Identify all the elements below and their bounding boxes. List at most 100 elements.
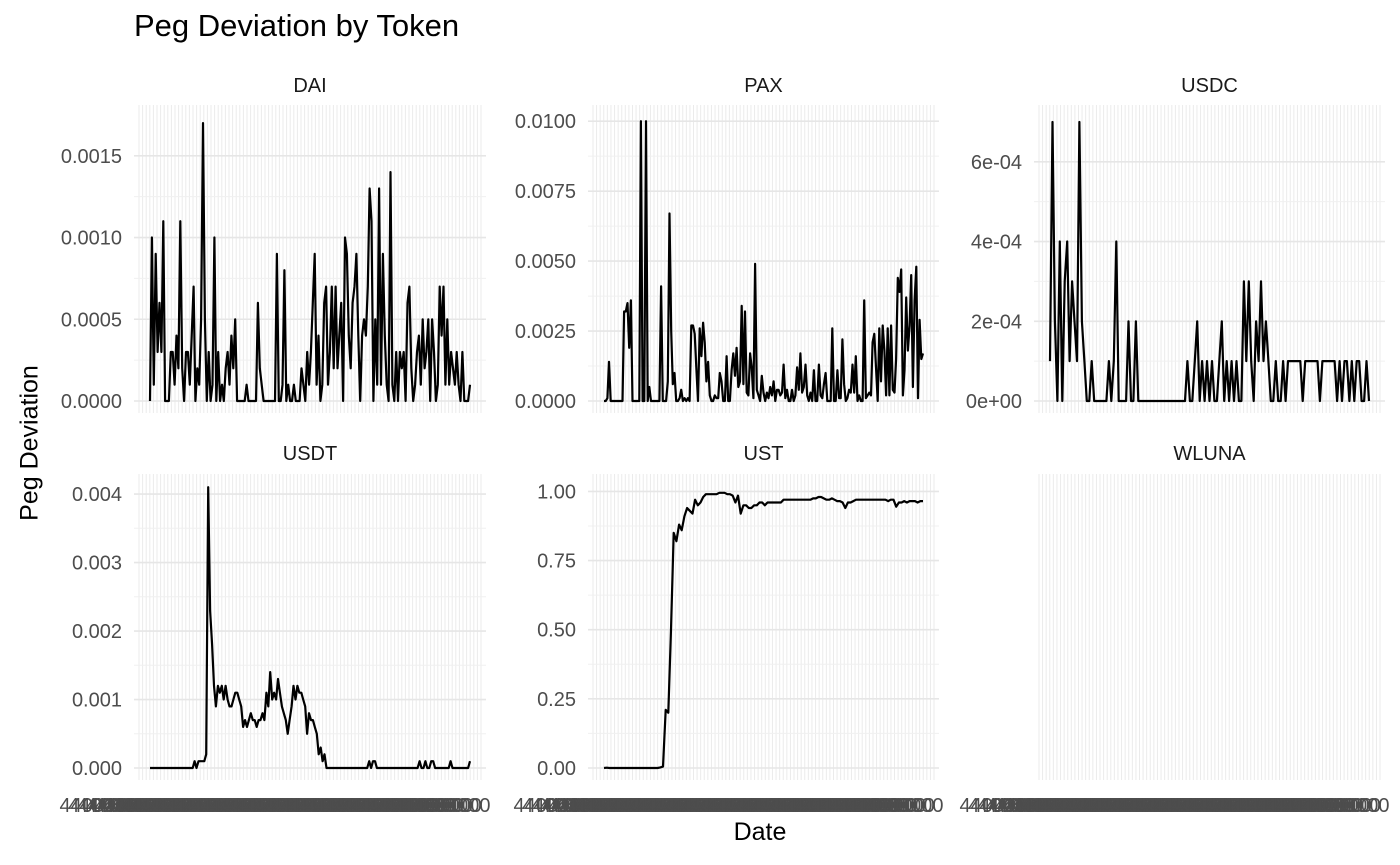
x-tick-label: 44000000 [1082, 795, 1171, 817]
series-line [603, 491, 923, 770]
x-tick-label: 44000000 [1073, 795, 1162, 817]
x-tick-label: 44000000 [575, 795, 664, 817]
facet-strip-label: WLUNA [1173, 443, 1246, 465]
x-gridlines [138, 474, 482, 780]
panel-background [1034, 105, 1385, 413]
x-tick-labels: 4400000044000000440000004400000044000000… [514, 795, 944, 817]
x-tick-label: 44000000 [1248, 795, 1337, 817]
x-tick-label: 44000000 [811, 795, 900, 817]
x-tick-label: 44000000 [548, 795, 637, 817]
x-tick-label: 44000000 [130, 795, 219, 817]
y-tick-label: 0.000 [72, 758, 122, 780]
x-tick-label: 44000000 [1108, 795, 1197, 817]
x-tick-label: 44000000 [1196, 795, 1285, 817]
x-tick-label: 44000000 [1003, 795, 1092, 817]
y-tick-label: 0e+00 [966, 391, 1022, 413]
x-tick-label: 44000000 [671, 795, 760, 817]
x-tick-label: 44000000 [583, 795, 672, 817]
x-tick-label: 44000000 [340, 795, 429, 817]
x-tick-label: 44000000 [802, 795, 891, 817]
x-tick-label: 44000000 [1213, 795, 1302, 817]
x-tick-label: 44000000 [837, 795, 926, 817]
y-tick-label: 0.0075 [515, 181, 576, 203]
x-tick-label: 44000000 [288, 795, 377, 817]
facet-strip-label: USDC [1181, 75, 1238, 97]
y-tick-label: 0.0025 [515, 321, 576, 343]
facet-usdc: 0e+00 2e-04 4e-04 6e-04 USDC [966, 75, 1385, 413]
x-tick-label: 44000000 [270, 795, 359, 817]
x-tick-label: 44000000 [846, 795, 935, 817]
x-tick-label: 44000000 [1231, 795, 1320, 817]
facet-dai: 0.0000 0.0005 0.0010 0.0015 DAI [61, 75, 486, 413]
y-tick-label: 0.75 [537, 551, 576, 573]
x-tick-label: 44000000 [1021, 795, 1110, 817]
panel-background [1034, 474, 1385, 780]
x-tick-label: 44000000 [688, 795, 777, 817]
x-tick-labels: 4400000044000000440000004400000044000000… [60, 795, 491, 817]
x-tick-label: 44000000 [1222, 795, 1311, 817]
x-tick-label: 44000000 [1257, 795, 1346, 817]
x-tick-label: 44000000 [540, 795, 629, 817]
x-tick-label: 44000000 [174, 795, 263, 817]
panel-background [588, 474, 939, 780]
facet-strip-label: PAX [744, 75, 783, 97]
x-tick-label: 44000000 [103, 795, 192, 817]
x-tick-label: 44000000 [855, 795, 944, 817]
facet-strip-label: UST [744, 443, 784, 465]
y-tick-label: 0.0010 [61, 228, 122, 250]
x-tick-label: 44000000 [191, 795, 280, 817]
x-tick-label: 44000000 [732, 795, 821, 817]
x-tick-label: 44000000 [1134, 795, 1223, 817]
y-tick-label: 0.0015 [61, 146, 122, 168]
y-tick-label: 0.002 [72, 621, 122, 643]
x-tick-label: 44000000 [767, 795, 856, 817]
x-tick-label: 44000000 [217, 795, 306, 817]
x-tick-label: 44000000 [314, 795, 403, 817]
x-gridlines [1038, 474, 1381, 780]
x-tick-label: 44000000 [358, 795, 447, 817]
x-tick-label: 44000000 [1047, 795, 1136, 817]
x-tick-label: 44000000 [1126, 795, 1215, 817]
x-tick-label: 44000000 [1239, 795, 1328, 817]
x-tick-label: 44000000 [402, 795, 491, 817]
x-tick-label: 44000000 [968, 795, 1057, 817]
x-tick-label: 44000000 [1117, 795, 1206, 817]
y-tick-label: 0.0050 [515, 251, 576, 273]
plot-title: Peg Deviation by Token [134, 8, 460, 43]
x-tick-label: 44000000 [531, 795, 620, 817]
x-tick-label: 44000000 [522, 795, 611, 817]
x-tick-label: 44000000 [209, 795, 298, 817]
facet-strip-label: USDT [283, 443, 337, 465]
x-tick-label: 44000000 [384, 795, 473, 817]
x-tick-label: 44000000 [566, 795, 655, 817]
x-tick-label: 44000000 [601, 795, 690, 817]
x-tick-label: 44000000 [323, 795, 412, 817]
x-tick-label: 44000000 [1169, 795, 1258, 817]
x-tick-label: 44000000 [557, 795, 646, 817]
x-tick-label: 44000000 [1266, 795, 1355, 817]
y-tick-label: 0.0005 [61, 309, 122, 331]
y-tick-label: 0.0000 [515, 391, 576, 413]
x-tick-label: 44000000 [296, 795, 385, 817]
x-tick-label: 44000000 [793, 795, 882, 817]
x-tick-label: 44000000 [680, 795, 769, 817]
facet-wluna: WLUNA44000000440000004400000044000000440… [960, 443, 1390, 817]
y-tick-label: 4e-04 [971, 232, 1022, 254]
x-tick-label: 44000000 [828, 795, 917, 817]
x-tick-label: 44000000 [697, 795, 786, 817]
x-tick-label: 44000000 [986, 795, 1075, 817]
x-tick-label: 44000000 [393, 795, 482, 817]
x-tick-label: 44000000 [138, 795, 227, 817]
y-tick-label: 6e-04 [971, 152, 1022, 174]
facet-pax: 0.0000 0.0025 0.0050 0.0075 0.0100 PAX [515, 75, 939, 413]
x-tick-label: 44000000 [514, 795, 603, 817]
x-tick-label: 44000000 [68, 795, 157, 817]
x-tick-label: 44000000 [182, 795, 271, 817]
x-tick-label: 44000000 [662, 795, 751, 817]
x-tick-label: 44000000 [77, 795, 166, 817]
facet-strip-label: DAI [293, 75, 326, 97]
x-tick-label: 44000000 [121, 795, 210, 817]
x-tick-label: 44000000 [1161, 795, 1250, 817]
x-tick-label: 44000000 [147, 795, 236, 817]
